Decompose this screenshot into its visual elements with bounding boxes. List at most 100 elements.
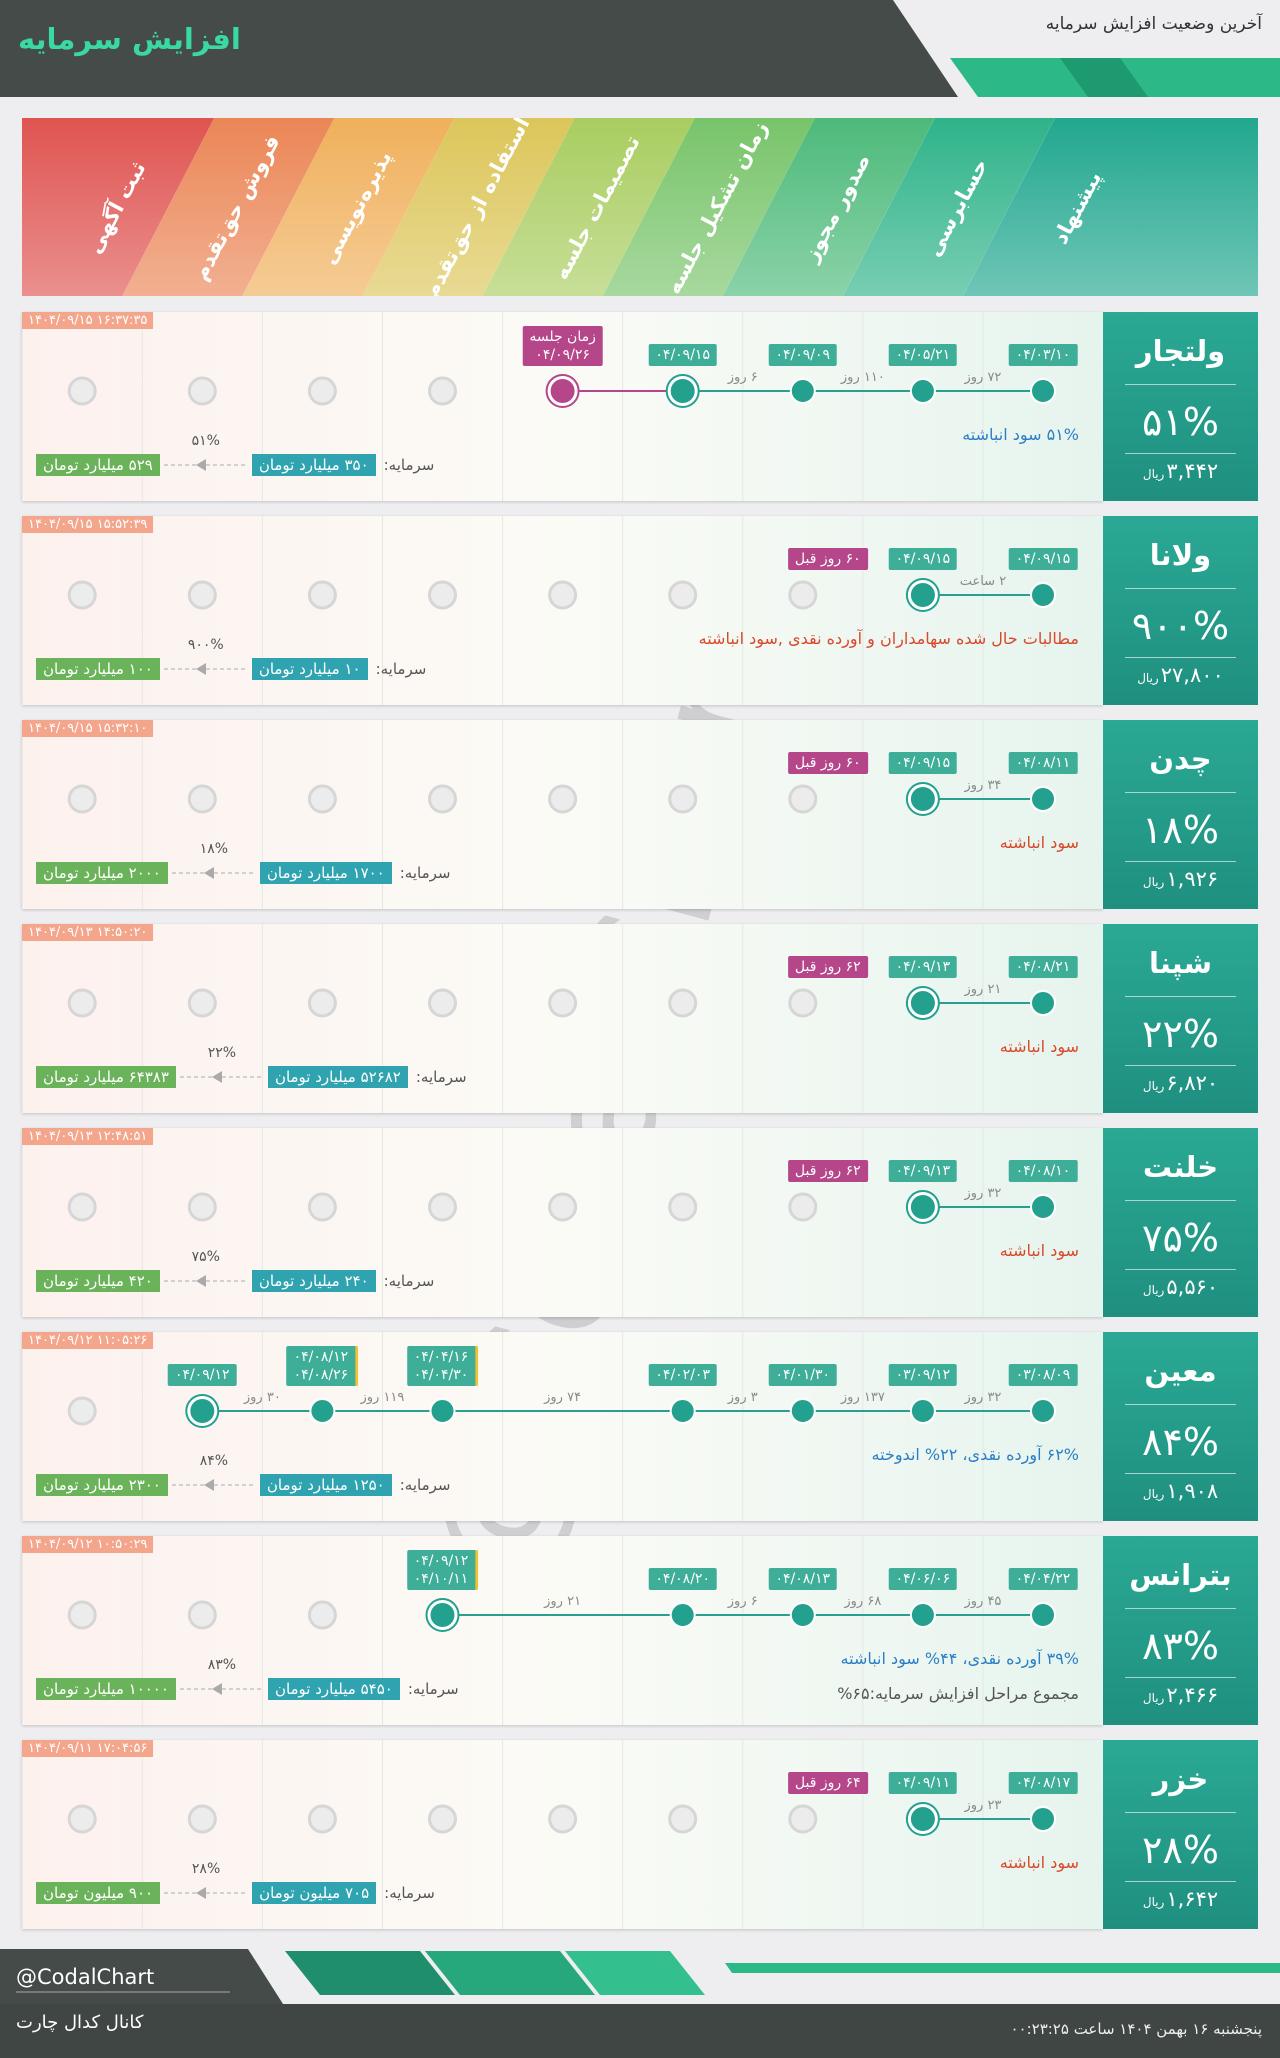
- node: [190, 1399, 215, 1423]
- price-row: ریال ۱,۹۰۸: [1103, 1479, 1258, 1503]
- pending-node: [67, 1600, 97, 1630]
- footer-line: [725, 1963, 1280, 1973]
- capital-row: ۲۰۰۰ میلیارد تومان ۱۸% ۱۷۰۰ میلیارد تومان س…: [36, 841, 450, 885]
- name-panel: ولتجار ۵۱% ریال ۳,۴۴۲: [1103, 312, 1258, 501]
- timestamp: ۱۴۰۴/۰۹/۱۵ ۱۶:۳۷:۳۵: [22, 312, 154, 329]
- capital-to: ۱۰۰۰۰ میلیارد تومان: [36, 1678, 176, 1700]
- divider: [1125, 792, 1236, 793]
- pending-node: [307, 580, 337, 610]
- currency: ریال: [1142, 875, 1165, 889]
- currency: ریال: [1137, 671, 1159, 685]
- currency: ریال: [1142, 1895, 1165, 1909]
- pending-node: [428, 988, 457, 1018]
- price-row: ریال ۳,۴۴۲: [1103, 459, 1258, 483]
- pending-node: [307, 784, 337, 814]
- timeline: [22, 720, 1056, 909]
- pending-node: [668, 580, 698, 610]
- capital-row: ۱۰۰ میلیارد تومان ۹۰۰% ۱۰ میلیارد تومان سرم…: [36, 637, 427, 681]
- divider: [1125, 1404, 1236, 1405]
- date: ۰۳/۰۹/۱۲: [895, 1367, 951, 1383]
- gap-label: ۶ روز: [727, 370, 758, 385]
- capital-from: ۵۴۵۰ میلیارد تومان: [267, 1678, 400, 1700]
- footer-stripe: [285, 1951, 455, 1995]
- date-box: ۰۴/۰۹/۱۵: [888, 548, 958, 570]
- node: [910, 583, 935, 607]
- capital-percent: ۷۵%: [191, 1249, 220, 1265]
- gap-label: ۷۲ روز: [964, 370, 1002, 385]
- company-card: ۰۳/۰۸/۰۹ ۰۳/۰۹/۱۲ ۰۴/۰۱/۳۰ ۰۴/۰۲/۰۳ ۰۴/۰۴/۱۶…: [22, 1332, 1103, 1521]
- divider: [1125, 384, 1236, 385]
- capital-row: ۲۳۰۰ میلیارد تومان ۸۴% ۱۲۵۰ میلیارد تومان س…: [36, 1453, 451, 1497]
- date: ۰۴/۰۸/۲۶: [293, 1367, 349, 1383]
- arrow-head: [203, 1479, 214, 1491]
- date-box: ۰۴/۰۸/۱۲ ۰۴/۰۸/۲۶: [286, 1346, 359, 1386]
- pending-node: [788, 1192, 818, 1222]
- pending-node: [307, 1192, 337, 1222]
- date: ۰۴/۰۹/۱۳: [895, 959, 951, 975]
- company-percent: ۸۴%: [1142, 1420, 1219, 1464]
- capital-label: سرمایه:: [375, 660, 427, 678]
- arrow: [179, 1683, 264, 1695]
- pending-node: [67, 580, 97, 610]
- capital-percent: ۲۸%: [191, 1861, 221, 1877]
- arrow-head: [211, 1683, 222, 1695]
- price-row: ریال ۱,۶۴۲: [1103, 1887, 1258, 1911]
- capital-arrow: ۱۸%: [168, 841, 260, 885]
- date: ۰۴/۰۹/۱۵: [655, 347, 710, 363]
- pending-node: [307, 376, 337, 406]
- date: ۰۴/۰۳/۱۰: [1015, 347, 1071, 363]
- price-row: ریال ۱,۹۲۶: [1103, 867, 1258, 891]
- node: [669, 1398, 696, 1424]
- pending-node: [428, 1192, 457, 1222]
- price-row: ریال ۵,۵۶۰: [1103, 1275, 1258, 1299]
- name-panel: ولانا ۹۰۰% ریال ۲۷,۸۰۰: [1103, 516, 1258, 705]
- pending-node: [67, 1192, 97, 1222]
- capital-to: ۶۴۳۸۳ میلیارد تومان: [36, 1066, 176, 1088]
- date-box: ۰۴/۰۱/۳۰: [768, 1364, 838, 1386]
- price-row: ریال ۲۷,۸۰۰: [1103, 663, 1258, 687]
- node: [789, 1602, 816, 1628]
- date: ۰۴/۰۹/۰۹: [775, 347, 831, 363]
- date: ۰۴/۰۹/۱۱: [895, 1775, 951, 1791]
- divider: [1125, 1677, 1236, 1678]
- divider: [1125, 588, 1236, 589]
- date-box: ۰۴/۰۴/۱۶ ۰۴/۰۴/۳۰: [406, 1346, 479, 1386]
- note: ۵۱% سود انباشته: [962, 425, 1079, 444]
- header-subtitle: آخرین وضعیت افزایش سرمایه: [1045, 14, 1262, 34]
- date: ۰۴/۰۹/۱۵: [1015, 551, 1071, 567]
- company-card: ۰۴/۰۸/۱۰ ۰۴/۰۹/۱۳ ۶۲ روز قبل ۳۲ روز سود انبا…: [22, 1128, 1103, 1317]
- gap-label: ۶ روز: [727, 1594, 758, 1609]
- capital-percent: ۸۴%: [199, 1453, 229, 1469]
- header-stripe: [1060, 58, 1148, 97]
- capital-label: سرمایه:: [407, 1680, 459, 1698]
- date-box: ۰۳/۰۹/۱۲: [888, 1364, 958, 1386]
- capital-row: ۱۰۰۰۰ میلیارد تومان ۸۳% ۵۴۵۰ میلیارد تومان…: [36, 1657, 459, 1701]
- date-box: ۰۴/۰۸/۲۱: [1008, 956, 1078, 978]
- price-row: ریال ۲,۴۶۶: [1103, 1683, 1258, 1707]
- gap-label: ۶۸ روز: [844, 1594, 882, 1609]
- pending-node: [668, 1192, 698, 1222]
- pending-node: [187, 784, 217, 814]
- note: سود انباشته: [999, 1037, 1079, 1056]
- pending-node: [788, 784, 818, 814]
- divider: [1125, 1812, 1236, 1813]
- capital-row: ۴۲۰ میلیارد تومان ۷۵% ۲۴۰ میلیارد تومان سرم…: [36, 1249, 434, 1293]
- node: [789, 378, 816, 404]
- date-box: ۰۴/۰۳/۱۰: [1008, 344, 1078, 366]
- pending-node: [187, 1804, 217, 1834]
- capital-label: سرمایه:: [399, 1476, 451, 1494]
- company-card: ۰۴/۰۴/۲۲ ۰۴/۰۶/۰۶ ۰۴/۰۸/۱۳ ۰۴/۰۸/۲۰ ۰۴/۰۹/۱۲…: [22, 1536, 1103, 1725]
- company-name: ولتجار: [1135, 334, 1226, 368]
- date-box: ۰۴/۰۸/۱۰: [1008, 1160, 1078, 1182]
- node: [909, 1602, 936, 1628]
- date: ۰۳/۰۸/۰۹: [1015, 1367, 1071, 1383]
- timeline: [22, 516, 1056, 705]
- date-box: ۰۴/۰۵/۲۱: [888, 344, 958, 366]
- node: [429, 1398, 456, 1424]
- gap-label: ۳۲ روز: [964, 1390, 1002, 1405]
- capital-to: ۱۰۰ میلیارد تومان: [36, 658, 160, 680]
- date-box: ۰۴/۰۹/۱۵: [1008, 548, 1078, 570]
- meeting-box: زمان جلسه ۰۴/۰۹/۲۶: [522, 326, 603, 366]
- pending-node: [67, 988, 97, 1018]
- node: [789, 1398, 816, 1424]
